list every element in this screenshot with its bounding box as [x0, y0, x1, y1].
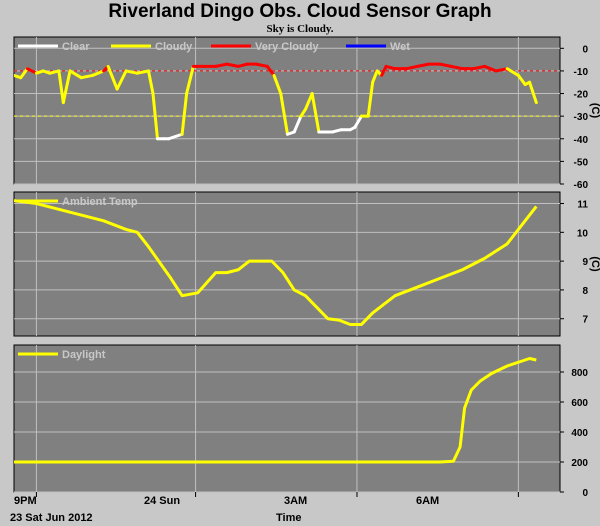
- plot-area: [13, 191, 561, 337]
- sky-temp-segment: [303, 92, 314, 111]
- sky-temp-segment: [115, 69, 128, 91]
- sky-temp-segment: [272, 73, 283, 96]
- chart-title: Riverland Dingo Obs. Cloud Sensor Graph: [108, 1, 492, 22]
- sky-temp-segment: [528, 80, 538, 105]
- panel-sky-temperature: 0 -10 -20 -30 -40 -50 -60 (C) Clear Cloudy Very Cl…: [13, 36, 600, 191]
- date-label: 23 Sat Jun 2012: [10, 512, 93, 524]
- y-tick-label: -10: [574, 67, 589, 78]
- chart-subtitle: Sky is Cloudy.: [266, 23, 334, 35]
- legend-label: Ambient Temp: [62, 196, 138, 208]
- panel-ambient-temp: 11 10 9 8 7 (C) Ambient Temp: [13, 191, 600, 337]
- sky-temp-segment: [147, 69, 155, 96]
- sky-temp-segment: [225, 62, 240, 68]
- sky-temp-segment: [438, 62, 453, 68]
- legend-label: Wet: [390, 41, 410, 53]
- sky-temp-segment: [371, 69, 379, 84]
- daylight-line: [14, 357, 537, 464]
- sky-temp-segment: [330, 128, 343, 134]
- sky-temp-segment: [384, 64, 397, 71]
- y-tick-label: 0: [582, 488, 588, 499]
- x-tick-label: 24 Sun: [144, 495, 181, 507]
- y-tick-label: 11: [577, 200, 588, 211]
- sky-temp-segment: [449, 64, 464, 71]
- legend-label: Cloudy: [155, 41, 193, 53]
- sky-temp-segment: [90, 69, 106, 77]
- sky-temp-segment: [214, 62, 229, 68]
- x-tick-label: 9PM: [14, 495, 37, 507]
- sky-temp-segment: [505, 67, 520, 77]
- y-tick-label: -40: [574, 135, 589, 146]
- sky-temp-segment: [353, 114, 363, 129]
- legend-label: Clear: [62, 41, 90, 53]
- x-tick-label: 3AM: [284, 495, 308, 507]
- sky-temp-segment: [254, 62, 269, 68]
- sky-temp-segment: [124, 69, 139, 75]
- sky-temp-segment: [106, 64, 119, 91]
- sky-temp-segment: [279, 92, 289, 136]
- y-axis-label: (C): [589, 256, 600, 272]
- y-tick-label: 7: [582, 315, 588, 326]
- sky-temp-segment: [380, 64, 388, 77]
- y-tick-label: 8: [582, 286, 588, 297]
- y-tick-label: -50: [574, 157, 589, 168]
- sky-temp-segment: [61, 69, 72, 105]
- y-tick-label: 9: [582, 257, 588, 268]
- y-tick-label: -60: [574, 180, 589, 191]
- sky-temp-segment: [48, 69, 61, 75]
- sky-temp-segment: [494, 67, 509, 73]
- sky-temp-segment: [366, 80, 375, 118]
- sky-temp-segment: [516, 73, 527, 86]
- sky-temp-segment: [292, 114, 303, 134]
- panel-daylight: 800 600 400 200 0 Daylight: [13, 344, 588, 499]
- y-tick-label: 400: [571, 428, 588, 439]
- ambient-temp-line: [14, 199, 538, 326]
- legend-label: Very Cloudy: [255, 41, 319, 53]
- sky-temp-segment: [79, 73, 94, 80]
- sky-temp-segment: [472, 64, 487, 71]
- sky-temp-segment: [57, 69, 65, 105]
- sky-temp-segment: [416, 62, 431, 68]
- sky-temp-segment: [135, 69, 150, 75]
- plot-area: [13, 36, 561, 185]
- y-tick-label: 600: [571, 398, 588, 409]
- y-tick-label: -20: [574, 90, 589, 101]
- sky-temp-segment: [483, 64, 498, 73]
- sky-temp-segment: [185, 64, 195, 96]
- sky-temp-segment: [19, 67, 29, 80]
- y-tick-label: 200: [571, 458, 588, 469]
- y-tick-label: 800: [571, 368, 588, 379]
- y-tick-label: 10: [577, 228, 589, 239]
- sky-temp-segment: [180, 92, 189, 136]
- sky-temp-segment: [68, 69, 83, 80]
- sky-temp-segment: [25, 67, 38, 75]
- legend-label: Daylight: [62, 349, 106, 361]
- y-tick-label: 0: [582, 44, 588, 55]
- sky-temp-segment: [265, 64, 276, 77]
- x-axis-title: Time: [276, 512, 302, 524]
- plot-area: [13, 344, 561, 493]
- sky-temp-segment: [310, 92, 321, 134]
- x-tick-label: 6AM: [416, 495, 440, 507]
- y-tick-label: -30: [574, 112, 589, 123]
- y-axis-label: (C): [589, 103, 600, 119]
- sky-temp-segment: [236, 62, 249, 68]
- sky-temp-segment: [151, 92, 159, 141]
- sky-temp-segment: [404, 64, 419, 71]
